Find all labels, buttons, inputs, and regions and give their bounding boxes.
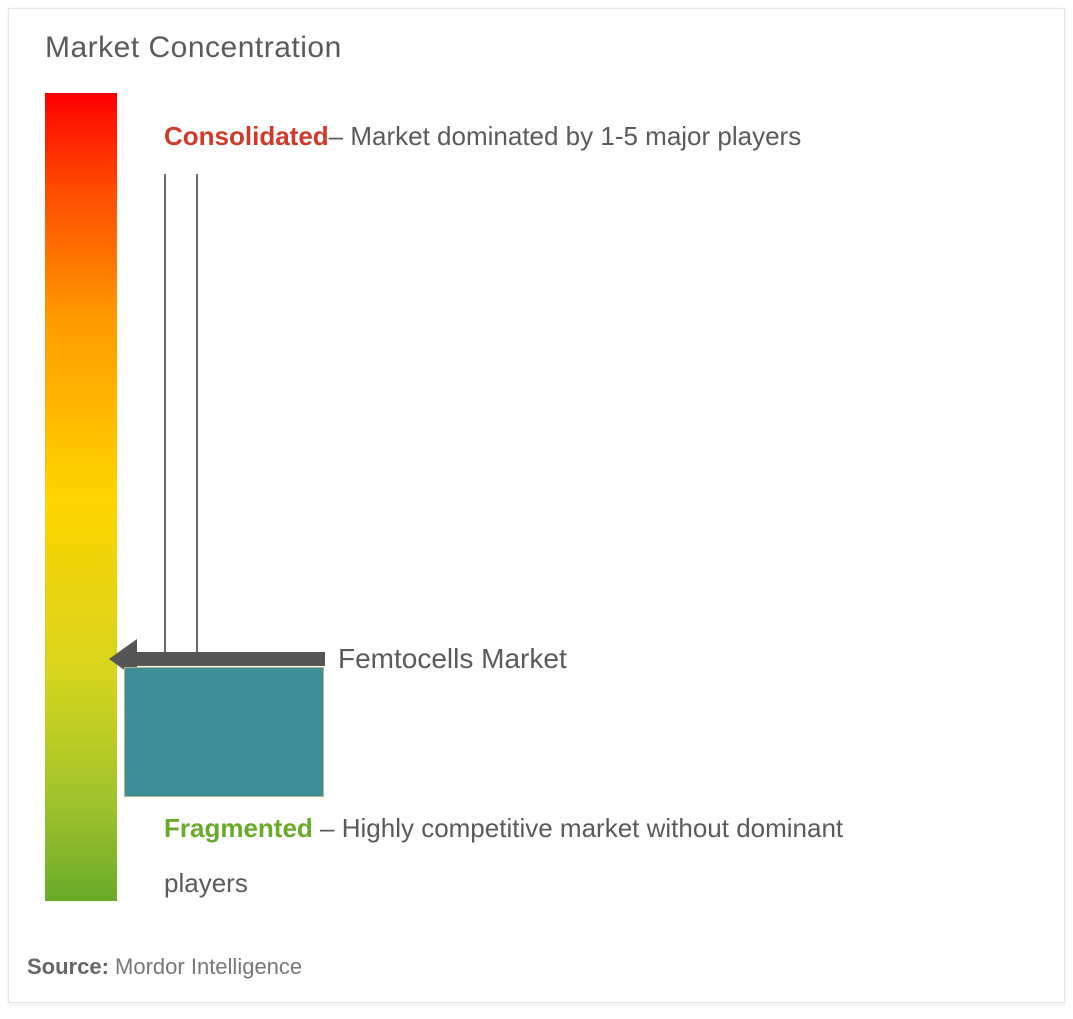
marker-rail-right (196, 174, 198, 652)
source-label: Source: (27, 954, 109, 979)
chart-title: Market Concentration (45, 31, 342, 65)
source-value: Mordor Intelligence (115, 954, 302, 979)
chart-card: Market Concentration Consolidated– Marke… (8, 8, 1065, 1003)
consolidated-label: Consolidated– Market dominated by 1-5 ma… (164, 109, 884, 164)
source-line: Source: Mordor Intelligence (27, 954, 302, 980)
consolidated-word: Consolidated (164, 121, 329, 151)
fragmented-word: Fragmented (164, 813, 313, 843)
marker-arrow-shaft (135, 652, 325, 666)
marker-box (124, 667, 324, 797)
gradient-scale-bar (45, 93, 117, 901)
marker-label: Femtocells Market (338, 643, 567, 675)
fragmented-label: Fragmented – Highly competitive market w… (164, 801, 924, 910)
consolidated-rest: – Market dominated by 1-5 major players (329, 121, 802, 151)
marker-rail-left (164, 174, 166, 652)
